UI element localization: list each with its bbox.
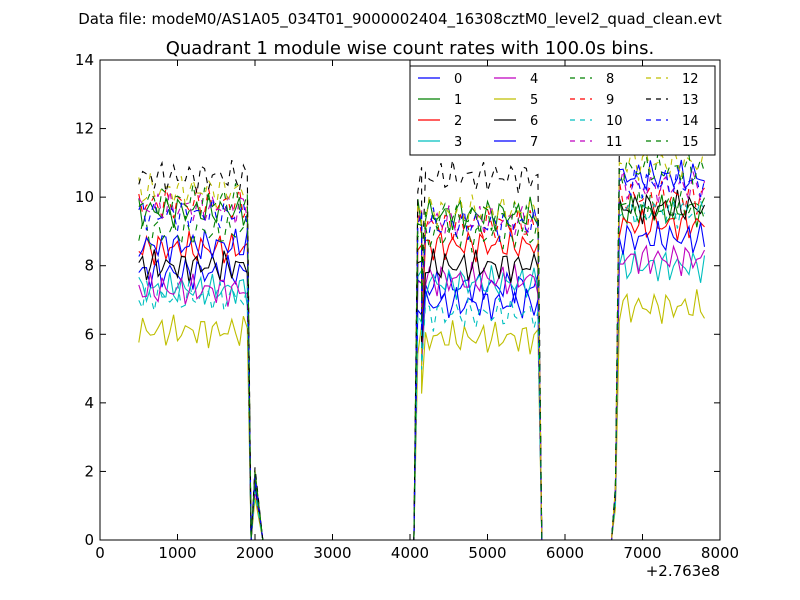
legend-label-8: 8 xyxy=(606,72,614,87)
chart-suptitle: Data file: modeM0/AS1A05_034T01_90000024… xyxy=(78,10,722,29)
legend-frame xyxy=(409,65,716,156)
y-tick-label: 12 xyxy=(75,120,94,138)
x-tick-label: 1000 xyxy=(158,544,196,562)
y-tick-label: 2 xyxy=(84,462,94,480)
series-line-5 xyxy=(138,289,705,540)
x-tick-label: 2000 xyxy=(236,544,274,562)
y-tick-label: 4 xyxy=(84,394,94,412)
legend-label-6: 6 xyxy=(530,114,538,129)
series-line-12 xyxy=(138,147,706,540)
y-tick-label: 6 xyxy=(84,325,94,343)
legend-label-3: 3 xyxy=(454,135,462,150)
series-line-15 xyxy=(138,152,706,540)
legend-label-1: 1 xyxy=(454,93,462,108)
legend-label-2: 2 xyxy=(454,114,462,129)
legend-label-5: 5 xyxy=(530,93,538,108)
axis-ticks: 0 1000 2000 3000 4000 5000 6000 7000 80000246810… xyxy=(75,51,739,562)
legend-label-11: 11 xyxy=(606,135,623,150)
legend-label-13: 13 xyxy=(682,93,699,108)
x-tick-label: 4000 xyxy=(391,544,429,562)
series-line-7 xyxy=(138,220,706,540)
legend-label-15: 15 xyxy=(682,135,699,150)
series-line-6 xyxy=(138,189,705,540)
y-tick-label: 8 xyxy=(84,257,94,275)
legend-label-9: 9 xyxy=(606,93,614,108)
legend-label-4: 4 xyxy=(530,72,538,87)
x-tick-label: 3000 xyxy=(313,544,351,562)
series-line-14 xyxy=(138,166,706,540)
legend-label-14: 14 xyxy=(682,114,699,129)
y-tick-label: 0 xyxy=(84,531,94,549)
x-tick-label: 8000 xyxy=(701,544,739,562)
series-layer xyxy=(138,119,706,540)
y-tick-label: 10 xyxy=(75,188,94,206)
x-tick-label: 7000 xyxy=(623,544,661,562)
series-line-4 xyxy=(138,244,705,540)
x-offset-label: +2.763e8 xyxy=(646,562,720,580)
x-tick-label: 0 xyxy=(95,544,105,562)
legend-label-12: 12 xyxy=(682,72,699,87)
legend-label-0: 0 xyxy=(454,72,462,87)
x-tick-label: 6000 xyxy=(546,544,584,562)
series-line-8 xyxy=(138,190,706,540)
chart-title: Quadrant 1 module wise count rates with … xyxy=(166,38,655,59)
x-tick-label: 5000 xyxy=(468,544,506,562)
y-tick-label: 14 xyxy=(75,51,94,69)
series-line-3 xyxy=(138,250,706,540)
legend-label-10: 10 xyxy=(606,114,623,129)
series-line-2 xyxy=(138,208,705,540)
legend-label-7: 7 xyxy=(530,135,538,150)
